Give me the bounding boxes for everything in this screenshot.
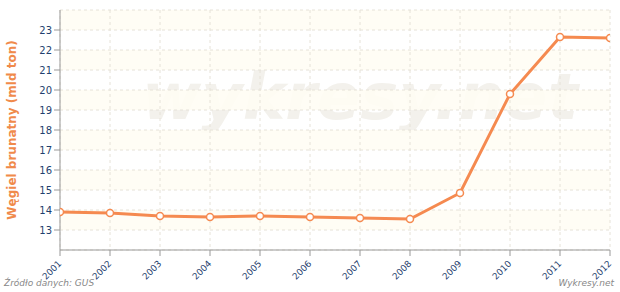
svg-text:2002: 2002 [90, 258, 114, 282]
svg-text:2004: 2004 [190, 258, 213, 281]
svg-text:16: 16 [39, 165, 52, 176]
svg-text:2003: 2003 [140, 258, 163, 281]
svg-text:2007: 2007 [340, 258, 363, 281]
html-text:Wykresy.net: Wykresy.net [558, 278, 614, 288]
svg-text:23: 23 [39, 25, 52, 36]
svg-text:2006: 2006 [290, 258, 313, 281]
svg-text:14: 14 [39, 205, 52, 216]
svg-text:2010: 2010 [490, 258, 513, 281]
html-text:Źródło danych: GUS: Źródło danych: GUS [4, 278, 95, 288]
svg-text:2008: 2008 [390, 258, 413, 281]
svg-text:13: 13 [39, 225, 52, 236]
svg-text:20: 20 [39, 85, 52, 96]
svg-text:18: 18 [39, 125, 52, 136]
svg-text:2001: 2001 [40, 258, 64, 282]
svg-text:2011: 2011 [540, 258, 564, 282]
html-text:wykresy.net: wykresy.net [141, 60, 579, 134]
svg-text:19: 19 [39, 105, 52, 116]
svg-text:21: 21 [39, 65, 52, 76]
svg-text:2009: 2009 [440, 258, 463, 281]
svg-text:22: 22 [39, 45, 52, 56]
svg-text:2005: 2005 [240, 258, 263, 281]
svg-text:15: 15 [39, 185, 52, 196]
svg-text:Węgiel brunatny (mld ton): Węgiel brunatny (mld ton) [8, 40, 19, 219]
svg-text:17: 17 [39, 145, 52, 156]
